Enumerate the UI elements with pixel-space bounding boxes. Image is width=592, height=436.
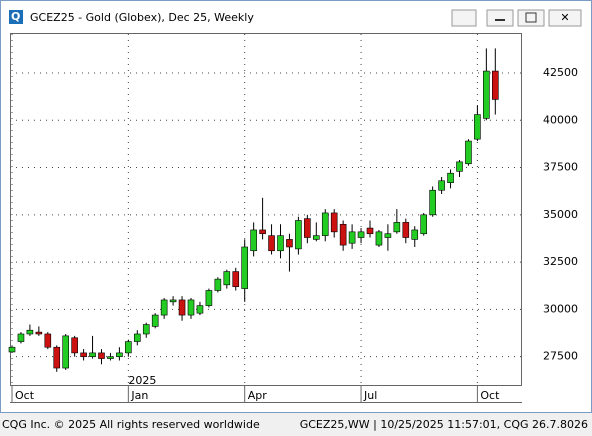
candle-body [402,222,410,238]
candle-body [456,161,463,172]
candle-body [268,235,275,252]
candle-body [71,337,78,354]
plot-area [10,33,522,386]
candle-body [107,356,114,359]
candle-body [151,314,159,327]
y-tick-label: 32500 [543,255,578,268]
app-icon-glyph: Q [11,10,20,23]
candle-body [250,229,257,252]
maximize-button[interactable] [517,9,545,27]
candle-body [286,239,293,248]
candle-body [304,218,311,238]
candle-body [98,352,105,359]
candle-body [295,220,302,250]
candle-body [169,299,177,303]
y-tick-label: 27500 [543,350,578,363]
candle-body [223,271,231,286]
candle-body [160,299,168,316]
candle-body [44,333,52,348]
candle-body [178,299,186,316]
candle-body [26,329,34,335]
link-button[interactable] [451,9,477,27]
year-label: 2025 [128,374,156,387]
candle-body [366,227,374,235]
candle-body [241,246,248,289]
candle-body [339,223,347,246]
candle-body [393,222,401,233]
app-icon [9,10,23,24]
candle-body [438,180,445,191]
candle-body [142,324,150,335]
candle-body [62,335,70,369]
x-tick-label: Jul [363,389,377,402]
x-tick-label: Oct [15,389,35,402]
candle-body [187,299,195,316]
candle-body [357,231,365,238]
y-tick-label: 42500 [543,66,578,79]
window-title: GCEZ25 - Gold (Globex), Dec 25, Weekly [30,11,254,24]
candle-body [491,70,499,100]
footer-left: CQG Inc. © 2025 All rights reserved worl… [2,418,260,431]
candle-body [321,212,329,236]
candle-body [259,229,266,235]
candle-body [447,172,454,183]
candle-body [330,212,338,233]
candle-body [214,278,222,291]
candle-body [116,352,123,357]
candle-body [196,305,204,314]
x-tick-label: Apr [248,389,268,402]
close-button[interactable] [548,9,582,27]
candle-body [277,235,284,252]
candle-body [35,331,43,335]
candle-body [420,214,428,235]
y-tick-label: 30000 [543,302,578,315]
footer-right: GCEZ25,WW | 10/25/2025 11:57:01, CQG 26.… [300,418,588,431]
candle-body [312,235,320,240]
candle-body [134,333,141,342]
y-tick-label: 37500 [543,161,578,174]
candle-body [429,189,436,216]
candle-body [483,70,490,119]
candle-body [17,333,25,342]
candle-body [465,140,472,165]
candle-body [348,231,356,244]
minimize-button[interactable] [486,9,514,27]
candle-body [384,233,392,238]
candle-body [80,352,87,357]
x-tick-label: Jan [130,389,148,402]
y-tick-label: 35000 [543,208,578,221]
x-tick-label: Oct [480,389,500,402]
candle-body [232,271,240,287]
y-tick-label: 40000 [543,113,578,126]
candle-body [89,352,96,357]
candle-body [474,114,481,140]
candle-body [8,346,16,353]
candle-body [125,341,132,354]
maximize-glyph [525,12,537,23]
candle-body [53,346,61,369]
candle-body [205,290,213,306]
close-glyph: ✕ [560,11,569,24]
candle-body [375,231,383,246]
candle-body [411,229,419,240]
